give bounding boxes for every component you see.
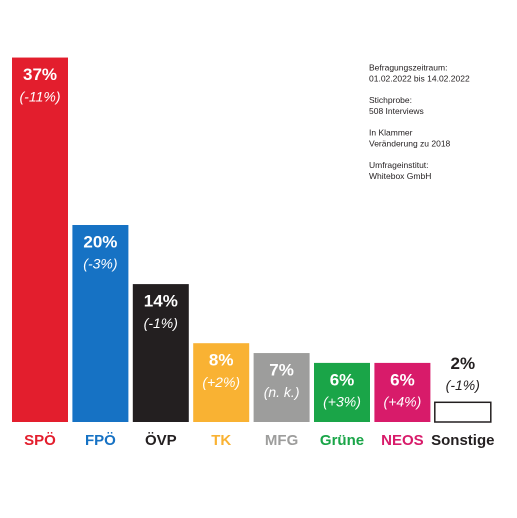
bar	[374, 362, 431, 422]
bar	[193, 343, 250, 422]
category-label: Sonstige	[431, 432, 494, 449]
bar	[12, 57, 68, 423]
change-label: (-3%)	[83, 256, 117, 272]
bar	[434, 401, 492, 423]
value-label: 20%	[83, 232, 117, 251]
annotation: In Klammer	[369, 127, 413, 137]
value-label: 14%	[144, 292, 178, 311]
value-label: 8%	[209, 351, 234, 370]
change-label: (-11%)	[20, 88, 61, 104]
change-label: (+2%)	[202, 374, 240, 390]
annotation: Whitebox GmbH	[369, 171, 431, 181]
change-label: (-1%)	[144, 315, 178, 331]
annotation: Befragungszeitraum:	[369, 62, 447, 72]
value-label: 6%	[330, 370, 355, 389]
bar	[72, 225, 129, 422]
annotation: Umfrageinstitut:	[369, 160, 429, 170]
category-label: FPÖ	[85, 432, 116, 449]
bar	[132, 284, 189, 422]
change-label: (+3%)	[323, 394, 361, 410]
category-label: SPÖ	[24, 432, 56, 449]
change-label: (n. k.)	[264, 384, 300, 400]
change-label: (+4%)	[384, 394, 422, 410]
category-label: MFG	[265, 432, 298, 449]
bar	[314, 362, 370, 422]
value-label: 37%	[23, 65, 57, 84]
category-label: Grüne	[320, 432, 364, 449]
category-label: TK	[211, 432, 231, 449]
value-label: 2%	[451, 354, 476, 373]
annotation: 508 Interviews	[369, 106, 424, 116]
annotation: 01.02.2022 bis 14.02.2022	[369, 73, 470, 83]
value-label: 7%	[269, 361, 294, 380]
category-label: ÖVP	[145, 432, 177, 449]
change-label: (-1%)	[446, 377, 480, 393]
annotation: Stichprobe:	[369, 95, 412, 105]
bar	[253, 353, 310, 422]
value-label: 6%	[390, 370, 415, 389]
category-label: NEOS	[381, 432, 424, 449]
annotation: Veränderung zu 2018	[369, 138, 451, 148]
